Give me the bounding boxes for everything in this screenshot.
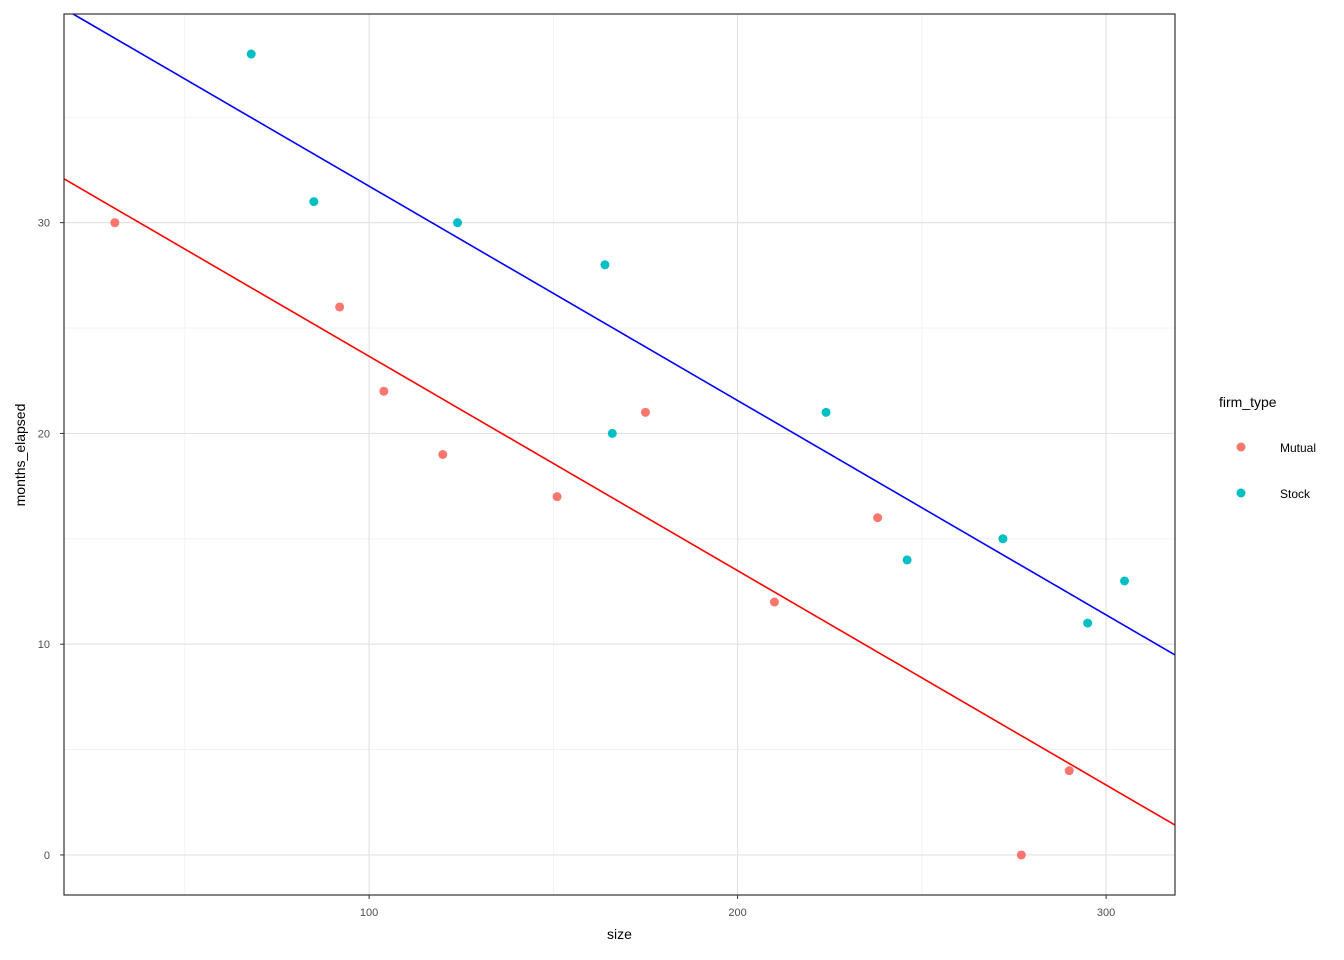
fit-line-stock	[72, 13, 1176, 656]
legend-key-stock	[1236, 488, 1246, 498]
legend-label-mutual: Mutual	[1280, 441, 1316, 455]
y-tick-label: 0	[44, 850, 50, 862]
y-tick-label: 30	[38, 218, 50, 230]
x-axis-label: size	[607, 926, 632, 942]
plot-border	[63, 13, 1176, 896]
point-mutual	[873, 513, 883, 523]
x-tick-label: 300	[1097, 907, 1115, 919]
x-tick-label: 100	[360, 907, 378, 919]
legend-label-stock: Stock	[1280, 487, 1311, 501]
y-axis-label: months_elapsed	[12, 404, 28, 507]
point-mutual	[438, 450, 448, 459]
point-mutual	[1016, 850, 1026, 860]
point-stock	[902, 555, 912, 565]
legend-key-mutual	[1236, 442, 1246, 452]
point-stock	[309, 197, 319, 207]
legend: firm_type Mutual Stock	[1219, 394, 1316, 501]
point-stock	[1120, 576, 1130, 586]
point-stock	[246, 49, 256, 59]
point-stock	[821, 407, 831, 417]
x-tick-label: 200	[728, 907, 746, 919]
grid	[64, 14, 1175, 895]
point-mutual	[110, 218, 120, 228]
point-mutual	[335, 302, 345, 312]
fit-lines	[63, 13, 1176, 826]
point-mutual	[552, 492, 562, 502]
point-mutual	[379, 386, 389, 396]
point-stock	[998, 534, 1008, 544]
point-mutual	[640, 407, 650, 417]
y-tick-label: 10	[38, 639, 50, 651]
y-tick-label: 20	[38, 428, 50, 440]
point-stock	[607, 428, 617, 438]
point-mutual	[769, 597, 779, 607]
points	[110, 49, 1130, 860]
legend-title: firm_type	[1219, 394, 1277, 410]
fit-line-mutual	[63, 178, 1176, 826]
axis-ticks: 100 200 300 0 10 20 30	[38, 218, 1116, 919]
point-stock	[1083, 618, 1093, 628]
point-stock	[453, 218, 463, 228]
point-mutual	[1064, 766, 1074, 776]
point-stock	[600, 260, 610, 270]
